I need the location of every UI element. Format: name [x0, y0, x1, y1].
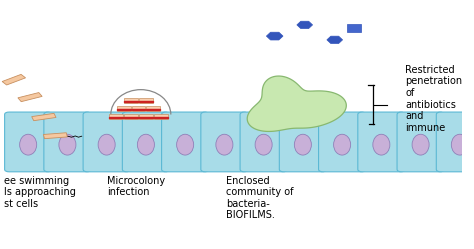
- Ellipse shape: [451, 134, 468, 155]
- Text: Enclosed
community of
bacteria-
BIOFILMS.: Enclosed community of bacteria- BIOFILMS…: [226, 176, 294, 220]
- Bar: [154, 117, 168, 118]
- Ellipse shape: [334, 134, 351, 155]
- Polygon shape: [117, 106, 131, 111]
- Ellipse shape: [294, 134, 311, 155]
- FancyBboxPatch shape: [279, 112, 327, 172]
- Polygon shape: [2, 74, 26, 85]
- Ellipse shape: [19, 134, 36, 155]
- Ellipse shape: [137, 134, 155, 155]
- Text: Restricted
penetration
of
antibiotics
and
immune: Restricted penetration of antibiotics an…: [405, 65, 463, 133]
- Polygon shape: [124, 98, 138, 103]
- Text: ee swimming
ls approaching
st cells: ee swimming ls approaching st cells: [4, 176, 75, 209]
- Polygon shape: [247, 76, 346, 131]
- Bar: [347, 24, 361, 32]
- Polygon shape: [154, 114, 168, 119]
- FancyBboxPatch shape: [319, 112, 365, 172]
- Polygon shape: [266, 32, 283, 40]
- Text: Microcolony
infection: Microcolony infection: [107, 176, 165, 197]
- Bar: [117, 109, 131, 110]
- Polygon shape: [297, 21, 312, 29]
- Ellipse shape: [255, 134, 272, 155]
- FancyBboxPatch shape: [358, 112, 405, 172]
- Bar: [139, 101, 153, 102]
- Polygon shape: [32, 113, 56, 121]
- FancyBboxPatch shape: [44, 112, 91, 172]
- Bar: [139, 117, 153, 118]
- Polygon shape: [139, 98, 153, 103]
- Bar: [124, 101, 138, 102]
- Polygon shape: [18, 93, 42, 102]
- Polygon shape: [146, 106, 160, 111]
- Ellipse shape: [373, 134, 390, 155]
- FancyBboxPatch shape: [201, 112, 248, 172]
- FancyBboxPatch shape: [436, 112, 474, 172]
- Bar: [132, 109, 146, 110]
- Ellipse shape: [216, 134, 233, 155]
- FancyBboxPatch shape: [122, 112, 169, 172]
- Bar: [124, 117, 138, 118]
- Polygon shape: [44, 133, 67, 139]
- Polygon shape: [139, 114, 153, 119]
- FancyBboxPatch shape: [5, 112, 52, 172]
- FancyBboxPatch shape: [162, 112, 209, 172]
- Polygon shape: [124, 114, 138, 119]
- FancyBboxPatch shape: [83, 112, 130, 172]
- Ellipse shape: [59, 134, 76, 155]
- Polygon shape: [132, 106, 146, 111]
- Ellipse shape: [412, 134, 429, 155]
- Bar: [146, 109, 160, 110]
- Polygon shape: [327, 36, 343, 44]
- Ellipse shape: [177, 134, 194, 155]
- FancyBboxPatch shape: [397, 112, 444, 172]
- FancyBboxPatch shape: [240, 112, 287, 172]
- Polygon shape: [109, 114, 123, 119]
- Ellipse shape: [98, 134, 115, 155]
- Bar: [109, 117, 123, 118]
